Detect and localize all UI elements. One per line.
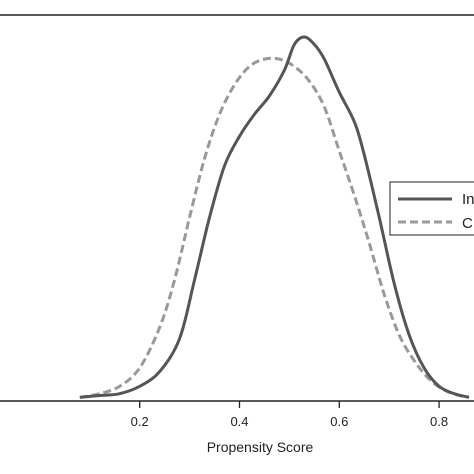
x-axis-ticks: 0.2 0.4 0.6 0.8: [131, 401, 448, 429]
series-lines: [79, 35, 470, 399]
legend-box: [389, 181, 474, 236]
legend-label-1: In: [462, 191, 474, 208]
legend-label-2: C: [462, 215, 473, 232]
series-line-1: [79, 35, 470, 399]
legend: In C: [389, 181, 474, 236]
series-line-2: [79, 56, 470, 399]
x-tick-label: 0.4: [230, 414, 248, 429]
x-tick-label: 0.2: [131, 414, 149, 429]
x-axis-title: Propensity Score: [207, 439, 314, 455]
x-tick-label: 0.6: [330, 414, 348, 429]
x-tick-label: 0.8: [430, 414, 448, 429]
